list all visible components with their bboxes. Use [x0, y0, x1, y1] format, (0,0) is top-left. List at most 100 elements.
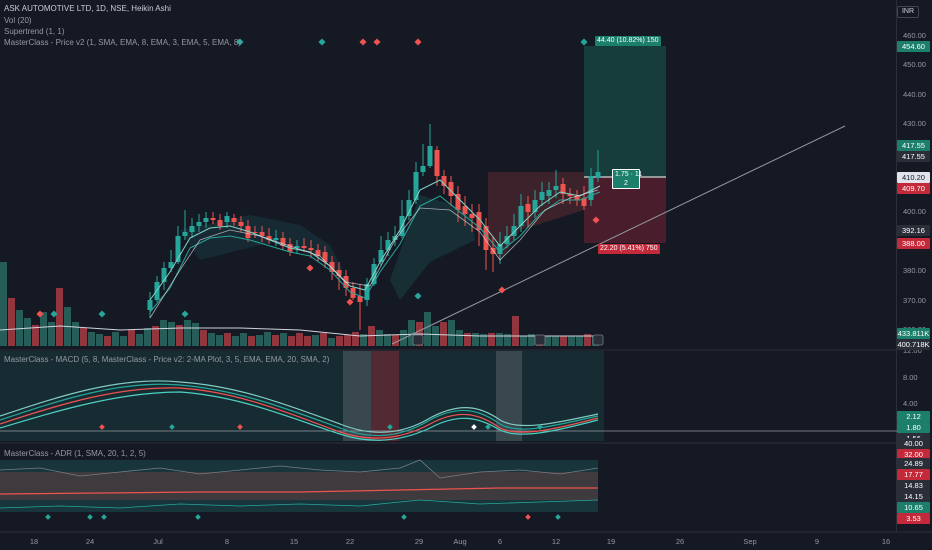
adr-panel-title[interactable]: MasterClass - ADR (1, SMA, 20, 1, 2, 5) [4, 449, 146, 458]
price-tag: 433.811K [897, 328, 930, 339]
indicator-masterclass-price[interactable]: MasterClass - Price v2 (1, SMA, EMA, 8, … [4, 38, 241, 47]
signal-marker [236, 38, 244, 46]
macd-line [0, 380, 599, 433]
stop-label: 22.20 (5.41%) 750 [598, 244, 660, 254]
macd-signal-marker [387, 424, 393, 430]
candle-body [427, 146, 433, 166]
candle-body [441, 176, 447, 186]
time-axis-label: 24 [85, 537, 95, 546]
candle-body [315, 250, 321, 256]
time-axis-label: 9 [814, 537, 820, 546]
ma-fast-line [149, 179, 601, 301]
volume-bar [440, 322, 447, 346]
candle-body [434, 150, 440, 176]
macd-panel-title[interactable]: MasterClass - MACD (5, 8, MasterClass - … [4, 355, 330, 364]
candle-body [476, 212, 482, 230]
adr-tag: 32.00 [897, 449, 930, 460]
volume-bar [200, 330, 207, 346]
candle-body [504, 236, 510, 244]
macd-line [0, 383, 599, 437]
volume-bar [528, 334, 535, 346]
macd-highlight [343, 351, 371, 441]
volume-bar [336, 336, 343, 346]
candle-body [518, 206, 524, 226]
candle-body [231, 218, 237, 222]
rr-line-1: 1.75 · 11 [615, 171, 643, 178]
volume-bar [560, 336, 567, 346]
currency-button[interactable]: INR [897, 6, 919, 18]
volume-bar [136, 334, 143, 346]
chart-title: ASK AUTOMOTIVE LTD, 1D, NSE, Heikin Ashi [4, 4, 171, 13]
volume-bar [288, 336, 295, 346]
candle-body [511, 226, 517, 236]
volume-bar [120, 336, 127, 346]
candle-body [595, 172, 601, 178]
volume-bar [456, 330, 463, 346]
time-axis-label: 6 [497, 537, 503, 546]
volume-bar [192, 323, 199, 346]
candle-body [336, 270, 342, 276]
candle-body [329, 262, 335, 272]
ma-slow-line [149, 191, 601, 313]
candle-body [147, 300, 153, 310]
candle-body [490, 248, 496, 254]
indicator-supertrend[interactable]: Supertrend (1, 1) [4, 27, 65, 36]
candle-body [588, 176, 594, 200]
macd-highlight [371, 351, 399, 441]
time-axis-label: Aug [453, 537, 467, 546]
candle-body [203, 218, 209, 222]
time-axis-label: 29 [414, 537, 424, 546]
signal-marker [592, 216, 600, 224]
signal-marker [373, 38, 381, 46]
price-axis-label: 380.00 [903, 266, 926, 275]
candle-body [322, 252, 328, 262]
macd-axis-label: 8.00 [903, 373, 918, 382]
volume-bar [224, 333, 231, 346]
volume-bar [584, 334, 591, 346]
candle-body [462, 206, 468, 214]
risk-reward-box[interactable]: 1.75 · 11 2 [612, 169, 643, 189]
adr-tag: 14.83 [897, 480, 930, 491]
volume-bar [144, 328, 151, 346]
macd-signal-marker [99, 424, 105, 430]
volume-bar [32, 325, 39, 346]
price-tag: 417.55 [897, 151, 930, 162]
candle-body [567, 194, 573, 196]
signal-marker [50, 310, 58, 318]
candle-body [448, 182, 454, 196]
signal-marker [181, 310, 189, 318]
supertrend-zone [488, 172, 584, 262]
event-icon [534, 334, 546, 346]
volume-bar [112, 332, 119, 346]
volume-bar [408, 320, 415, 346]
volume-bar [168, 322, 175, 346]
candle-body [238, 222, 244, 226]
candle-body [196, 222, 202, 226]
candle-body [406, 200, 412, 216]
volume-bar [184, 320, 191, 346]
volume-bar [0, 262, 7, 346]
adr-signal-marker [401, 514, 407, 520]
volume-bar [176, 325, 183, 346]
candle-body [357, 296, 363, 302]
indicator-vol[interactable]: Vol (20) [4, 16, 32, 25]
macd-signal-marker [237, 424, 243, 430]
adr-tag: 40.00 [897, 438, 930, 449]
volume-bar [360, 334, 367, 346]
volume-bar [216, 335, 223, 346]
volume-bar [304, 336, 311, 346]
volume-bar [568, 336, 575, 346]
adr-signal-marker [525, 514, 531, 520]
macd-signal-marker [485, 424, 491, 430]
volume-bar [480, 334, 487, 346]
volume-bar [48, 322, 55, 346]
volume-bar [472, 333, 479, 346]
candle-body [364, 284, 370, 300]
volume-bar [240, 333, 247, 346]
candle-body [581, 198, 587, 206]
volume-bar [448, 320, 455, 346]
candle-body [385, 240, 391, 250]
time-axis-label: 15 [289, 537, 299, 546]
adr-line [0, 459, 599, 479]
